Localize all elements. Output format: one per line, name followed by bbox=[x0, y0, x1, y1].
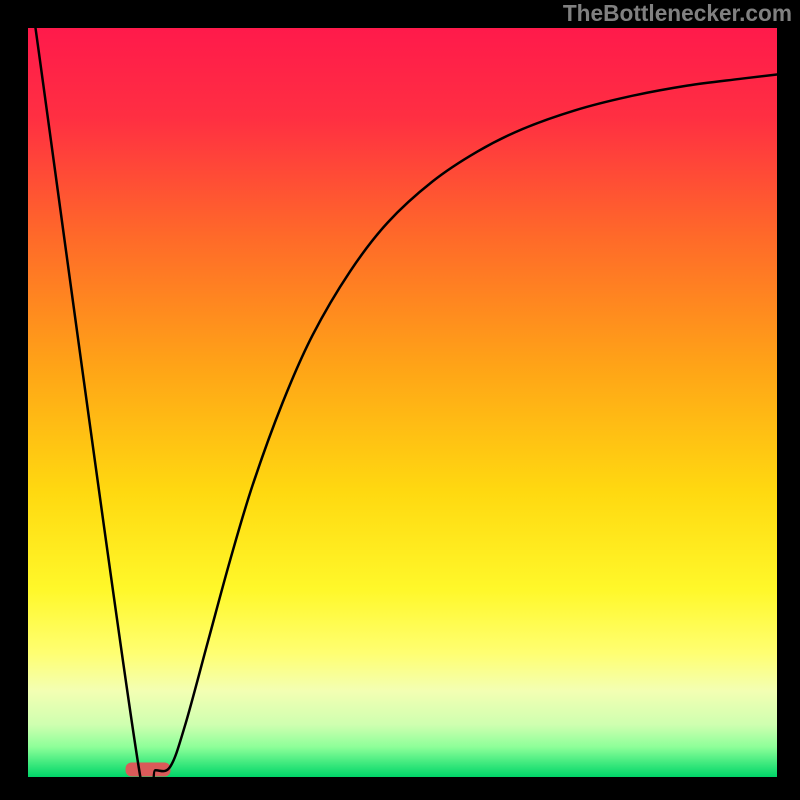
plot-area bbox=[28, 28, 777, 777]
chart-frame: TheBottlenecker.com bbox=[0, 0, 800, 800]
bottleneck-curve bbox=[35, 28, 777, 777]
curve-layer bbox=[28, 28, 777, 777]
watermark-text: TheBottlenecker.com bbox=[563, 0, 792, 27]
